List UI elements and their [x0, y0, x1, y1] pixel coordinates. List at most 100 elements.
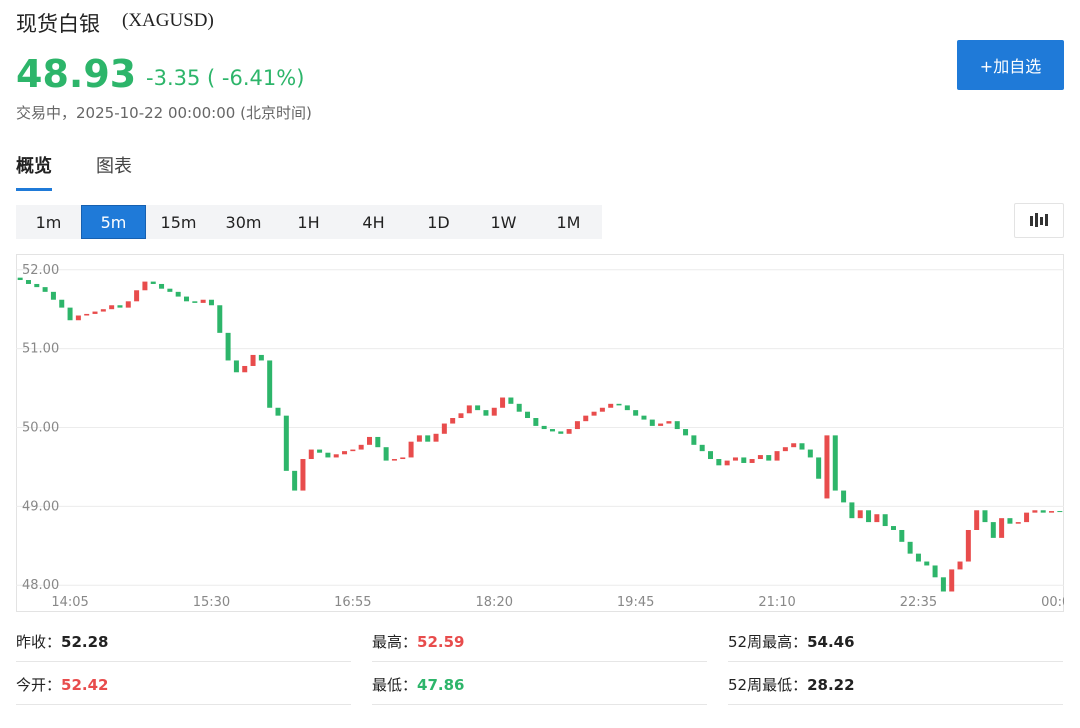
candle-body: [391, 459, 397, 461]
candle-body: [741, 457, 747, 463]
candle-body: [491, 407, 497, 416]
candle-body: [799, 443, 805, 450]
candle-body: [450, 418, 456, 424]
candle-body: [549, 429, 555, 432]
candle-body: [117, 305, 123, 308]
status: 交易中，2025-10-22 00:00:00 (北京时间): [16, 102, 312, 123]
candle-body: [425, 435, 431, 442]
stat-value: 28.22: [807, 676, 855, 694]
timezone: (北京时间): [240, 104, 312, 122]
y-tick-label: 48.00: [22, 578, 59, 593]
tab[interactable]: 概览: [16, 152, 52, 191]
candle-body: [267, 360, 273, 408]
candle-body: [1057, 511, 1063, 513]
candle-body: [258, 354, 264, 361]
candle-body: [857, 510, 863, 519]
tab[interactable]: 图表: [96, 156, 132, 177]
price: 48.93: [16, 52, 137, 96]
time: 2025-10-22 00:00:00: [76, 104, 236, 122]
candle-body: [749, 459, 755, 463]
candle-body: [275, 407, 281, 416]
candle-body: [283, 415, 289, 471]
stat-value: 52.59: [417, 633, 465, 651]
candle-body: [483, 410, 489, 416]
candle-body: [308, 449, 314, 460]
candle-body: [358, 444, 364, 450]
candle-body: [466, 405, 472, 414]
candle-body: [666, 421, 672, 424]
candle-body: [333, 454, 339, 458]
candle-body: [159, 283, 165, 289]
candle-body: [599, 407, 605, 412]
candle-body: [591, 411, 597, 416]
plot-border: [16, 254, 1064, 612]
candle-body: [708, 451, 714, 460]
candle-body: [42, 287, 48, 292]
title: 现货白银: [16, 12, 100, 36]
candle-body: [566, 429, 572, 434]
candle-body: [782, 447, 788, 452]
change-value: -3.35: [146, 66, 201, 90]
candle-body: [416, 435, 422, 442]
period-button[interactable]: 1m: [35, 212, 62, 232]
period-button[interactable]: 1W: [490, 212, 517, 232]
candle-body: [940, 577, 946, 592]
candle-body: [34, 283, 40, 288]
stat-value: 54.46: [807, 633, 855, 651]
candle-body: [175, 291, 181, 297]
candle-body: [907, 541, 913, 554]
candle-body: [882, 514, 888, 527]
candle-body: [583, 415, 589, 422]
add-watchlist-button[interactable]: +加自选: [957, 40, 1064, 90]
x-tick-label: 14:05: [51, 595, 88, 610]
period-button[interactable]: 1M: [556, 212, 581, 232]
candle-body: [375, 436, 381, 448]
stat-value: 47.86: [417, 676, 465, 694]
candle-body: [791, 443, 797, 448]
candle-body: [899, 529, 905, 542]
candle-body: [167, 288, 173, 292]
candle-body: [716, 459, 722, 466]
candle-body: [217, 305, 223, 333]
candle-body: [250, 354, 256, 366]
period-button[interactable]: 5m: [81, 205, 146, 239]
candle-body: [624, 405, 630, 411]
candle-body: [475, 405, 481, 411]
candle-body: [92, 311, 98, 314]
period-bar: 1m 5m 15m 30m 1H 4H 1D 1W 1M: [16, 205, 602, 239]
y-tick-label: 51.00: [22, 342, 59, 357]
chart-type-button[interactable]: [1014, 203, 1064, 238]
stat-label: 52周最高：: [728, 633, 808, 651]
stat-label: 52周最低：: [728, 676, 808, 694]
candle-body: [242, 365, 248, 373]
candle-body: [866, 510, 872, 523]
candle-body: [974, 510, 980, 530]
candle-body: [1032, 510, 1038, 513]
candle-body: [225, 332, 231, 361]
candle-body: [383, 447, 389, 461]
candle-body: [525, 411, 531, 419]
y-tick-label: 49.00: [22, 499, 59, 514]
candle-body: [500, 397, 506, 408]
stat-item: 最低：47.86: [372, 665, 707, 705]
period-button[interactable]: 30m: [225, 212, 262, 232]
period-button[interactable]: 1H: [297, 212, 320, 232]
candle-body: [508, 397, 514, 404]
candle-body: [874, 514, 880, 523]
period-button[interactable]: 4H: [362, 212, 385, 232]
candle-body: [292, 470, 298, 491]
period-button[interactable]: 1D: [427, 212, 450, 232]
chart: 48.00 49.00 50.00 51.00 52.00 14:05 15:30 16:55…: [16, 254, 1064, 612]
candle-body: [924, 561, 930, 566]
candle-body: [949, 569, 955, 592]
x-tick-label: 18:20: [476, 595, 513, 610]
candle-body: [350, 449, 356, 452]
candle-body: [982, 510, 988, 523]
candle-body: [458, 413, 464, 419]
candle-body: [25, 280, 31, 284]
candle-body: [757, 455, 763, 460]
period-button[interactable]: 15m: [160, 212, 197, 232]
candle-body: [125, 301, 131, 308]
x-tick-label: 15:30: [193, 595, 230, 610]
candle-body: [441, 423, 447, 434]
